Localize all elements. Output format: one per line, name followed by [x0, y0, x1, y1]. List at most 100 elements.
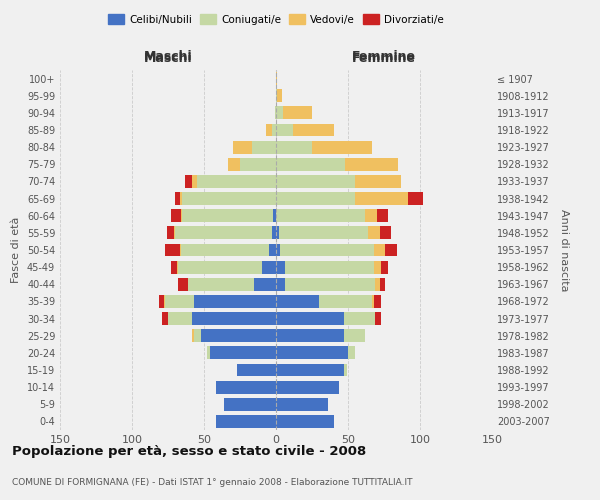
Bar	[276, 346, 348, 360]
Bar	[215, 415, 276, 428]
Bar	[377, 210, 388, 222]
Bar	[215, 380, 276, 394]
Bar	[276, 244, 280, 256]
Bar	[266, 124, 272, 136]
Bar	[385, 244, 397, 256]
Bar	[276, 106, 283, 120]
Legend: Celibi/Nubili, Coniugati/e, Vedovi/e, Divorziati/e: Celibi/Nubili, Coniugati/e, Vedovi/e, Di…	[104, 10, 448, 29]
Bar	[254, 278, 276, 290]
Bar	[194, 330, 201, 342]
Bar	[380, 278, 385, 290]
Bar	[276, 415, 334, 428]
Bar	[376, 278, 380, 290]
Bar	[193, 312, 276, 325]
Text: Maschi: Maschi	[143, 52, 193, 65]
Bar	[374, 244, 385, 256]
Bar	[276, 260, 284, 274]
Bar	[224, 398, 276, 410]
Bar	[178, 260, 262, 274]
Bar	[374, 295, 381, 308]
Bar	[167, 226, 174, 239]
Y-axis label: Fasce di età: Fasce di età	[11, 217, 21, 283]
Bar	[368, 226, 380, 239]
Bar	[175, 226, 272, 239]
Bar	[197, 175, 276, 188]
Bar	[175, 192, 179, 205]
Bar	[269, 244, 276, 256]
Bar	[312, 140, 373, 153]
Bar	[344, 312, 376, 325]
Bar	[279, 226, 368, 239]
Bar	[284, 278, 376, 290]
Bar	[355, 192, 409, 205]
Bar	[181, 210, 182, 222]
Bar	[181, 244, 269, 256]
Bar	[182, 210, 273, 222]
Bar	[276, 330, 344, 342]
Bar	[319, 295, 373, 308]
Bar	[193, 330, 194, 342]
Bar	[276, 364, 344, 376]
Bar	[237, 364, 276, 376]
Bar	[276, 210, 365, 222]
Bar	[345, 158, 398, 170]
Bar	[262, 260, 276, 274]
Bar	[374, 260, 381, 274]
Bar	[280, 244, 374, 256]
Bar	[193, 175, 197, 188]
Bar	[276, 90, 277, 102]
Bar	[272, 226, 276, 239]
Bar	[165, 244, 179, 256]
Bar	[276, 398, 328, 410]
Bar	[276, 226, 279, 239]
Bar	[179, 192, 182, 205]
Bar	[229, 158, 240, 170]
Bar	[275, 106, 276, 120]
Bar	[162, 312, 168, 325]
Bar	[160, 295, 164, 308]
Text: Femmine: Femmine	[352, 50, 416, 62]
Bar	[240, 158, 276, 170]
Bar	[355, 175, 401, 188]
Text: Maschi: Maschi	[143, 50, 193, 62]
Bar	[344, 364, 347, 376]
Bar	[201, 330, 276, 342]
Bar	[233, 140, 251, 153]
Bar	[376, 312, 381, 325]
Bar	[251, 140, 276, 153]
Bar	[276, 175, 355, 188]
Bar	[207, 346, 210, 360]
Bar	[178, 278, 188, 290]
Bar	[276, 380, 340, 394]
Bar	[348, 346, 355, 360]
Bar	[284, 260, 374, 274]
Bar	[179, 244, 181, 256]
Bar	[164, 295, 165, 308]
Bar	[194, 295, 276, 308]
Bar	[171, 210, 181, 222]
Text: COMUNE DI FORMIGNANA (FE) - Dati ISTAT 1° gennaio 2008 - Elaborazione TUTTITALIA: COMUNE DI FORMIGNANA (FE) - Dati ISTAT 1…	[12, 478, 413, 487]
Bar	[168, 312, 193, 325]
Y-axis label: Anni di nascita: Anni di nascita	[559, 209, 569, 291]
Bar	[276, 295, 319, 308]
Bar	[365, 210, 377, 222]
Bar	[381, 260, 388, 274]
Bar	[276, 140, 312, 153]
Bar	[171, 260, 176, 274]
Bar	[188, 278, 254, 290]
Bar	[276, 278, 284, 290]
Bar	[185, 175, 193, 188]
Bar	[293, 124, 334, 136]
Bar	[276, 124, 293, 136]
Bar	[380, 226, 391, 239]
Text: Popolazione per età, sesso e stato civile - 2008: Popolazione per età, sesso e stato civil…	[12, 445, 366, 458]
Bar	[210, 346, 276, 360]
Bar	[276, 158, 345, 170]
Bar	[276, 312, 344, 325]
Bar	[165, 295, 194, 308]
Bar	[182, 192, 276, 205]
Bar	[276, 72, 277, 85]
Bar	[272, 124, 276, 136]
Bar	[174, 226, 175, 239]
Bar	[409, 192, 423, 205]
